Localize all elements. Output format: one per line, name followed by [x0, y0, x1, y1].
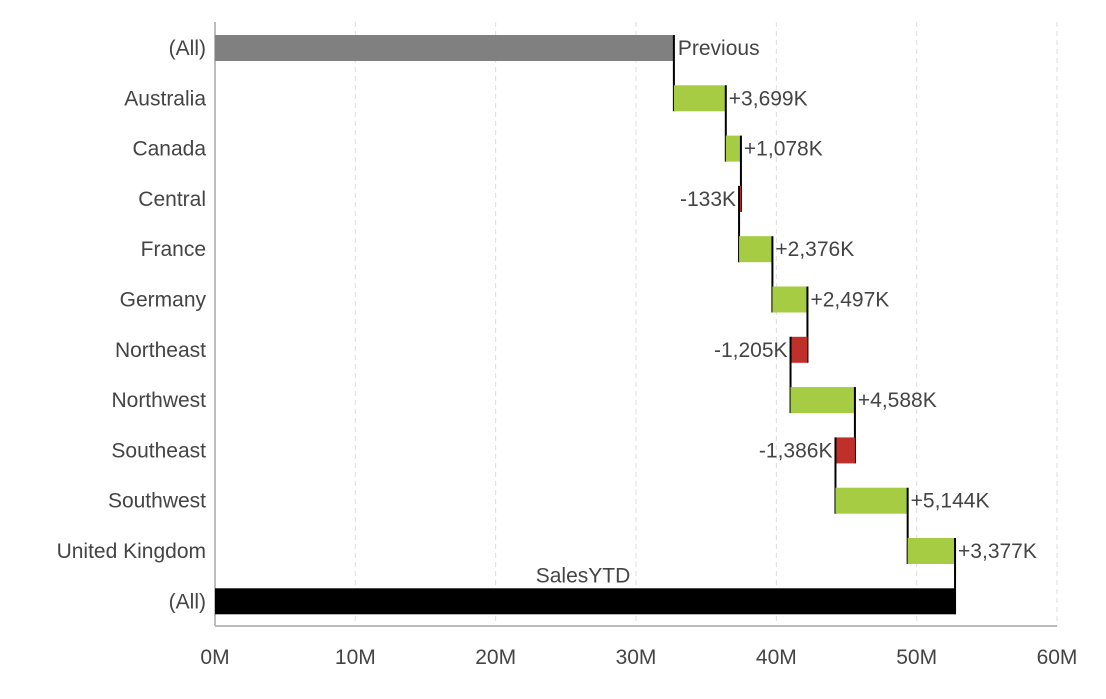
category-label: Southeast	[111, 439, 206, 462]
bar	[835, 437, 855, 464]
x-tick-label: 0M	[200, 646, 229, 669]
bar	[907, 538, 956, 564]
data-label: +1,078K	[744, 138, 823, 161]
bar	[215, 35, 674, 61]
bar	[673, 85, 726, 112]
x-tick-label: 40M	[756, 646, 797, 669]
bar	[725, 135, 741, 162]
category-label: Southwest	[108, 490, 206, 513]
x-tick-label: 50M	[896, 646, 937, 669]
bar	[215, 588, 956, 615]
bar	[835, 487, 908, 514]
category-label: Germany	[120, 289, 207, 312]
category-label: France	[141, 238, 206, 261]
data-label: -1,386K	[759, 439, 833, 462]
data-label: SalesYTD	[536, 564, 631, 587]
data-label: +2,497K	[810, 289, 889, 312]
data-label: Previous	[678, 37, 760, 60]
data-label: +4,588K	[858, 389, 937, 412]
category-label: Central	[138, 188, 206, 211]
bar	[739, 236, 773, 263]
data-label: +5,144K	[911, 490, 990, 513]
category-label: Canada	[132, 138, 206, 161]
bar	[772, 286, 808, 313]
x-tick-label: 10M	[335, 646, 376, 669]
data-label: +3,699K	[729, 87, 808, 110]
bar	[790, 336, 808, 363]
data-label: -133K	[680, 188, 736, 211]
category-label: Australia	[124, 87, 206, 110]
category-label: (All)	[169, 37, 206, 60]
x-tick-label: 60M	[1037, 646, 1078, 669]
x-tick-label: 20M	[475, 646, 516, 669]
category-label: (All)	[169, 590, 206, 613]
x-tick-label: 30M	[616, 646, 657, 669]
category-label: Northwest	[111, 389, 206, 412]
category-label: United Kingdom	[57, 540, 206, 563]
bar	[790, 387, 855, 414]
data-label: +3,377K	[958, 540, 1037, 563]
category-label: Northeast	[115, 339, 206, 362]
data-label: -1,205K	[714, 339, 788, 362]
data-label: +2,376K	[775, 238, 854, 261]
